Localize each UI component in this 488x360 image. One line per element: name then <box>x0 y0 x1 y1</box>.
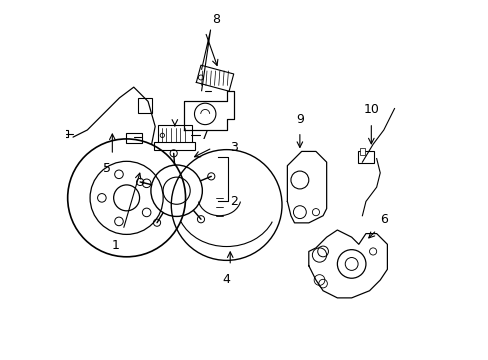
Text: 1: 1 <box>112 239 120 252</box>
FancyBboxPatch shape <box>157 125 192 145</box>
Text: 3: 3 <box>229 141 237 154</box>
FancyBboxPatch shape <box>125 133 142 143</box>
Text: 9: 9 <box>295 113 303 126</box>
Text: 10: 10 <box>363 103 379 116</box>
FancyBboxPatch shape <box>154 142 195 150</box>
FancyBboxPatch shape <box>357 151 373 163</box>
FancyBboxPatch shape <box>58 130 68 138</box>
Text: 8: 8 <box>211 13 220 26</box>
Text: 6: 6 <box>379 213 387 226</box>
Text: 5: 5 <box>103 162 111 175</box>
FancyBboxPatch shape <box>360 148 365 156</box>
Text: 4: 4 <box>222 273 230 286</box>
Text: 7: 7 <box>201 129 209 142</box>
Text: 2: 2 <box>229 195 237 208</box>
FancyBboxPatch shape <box>138 98 152 113</box>
